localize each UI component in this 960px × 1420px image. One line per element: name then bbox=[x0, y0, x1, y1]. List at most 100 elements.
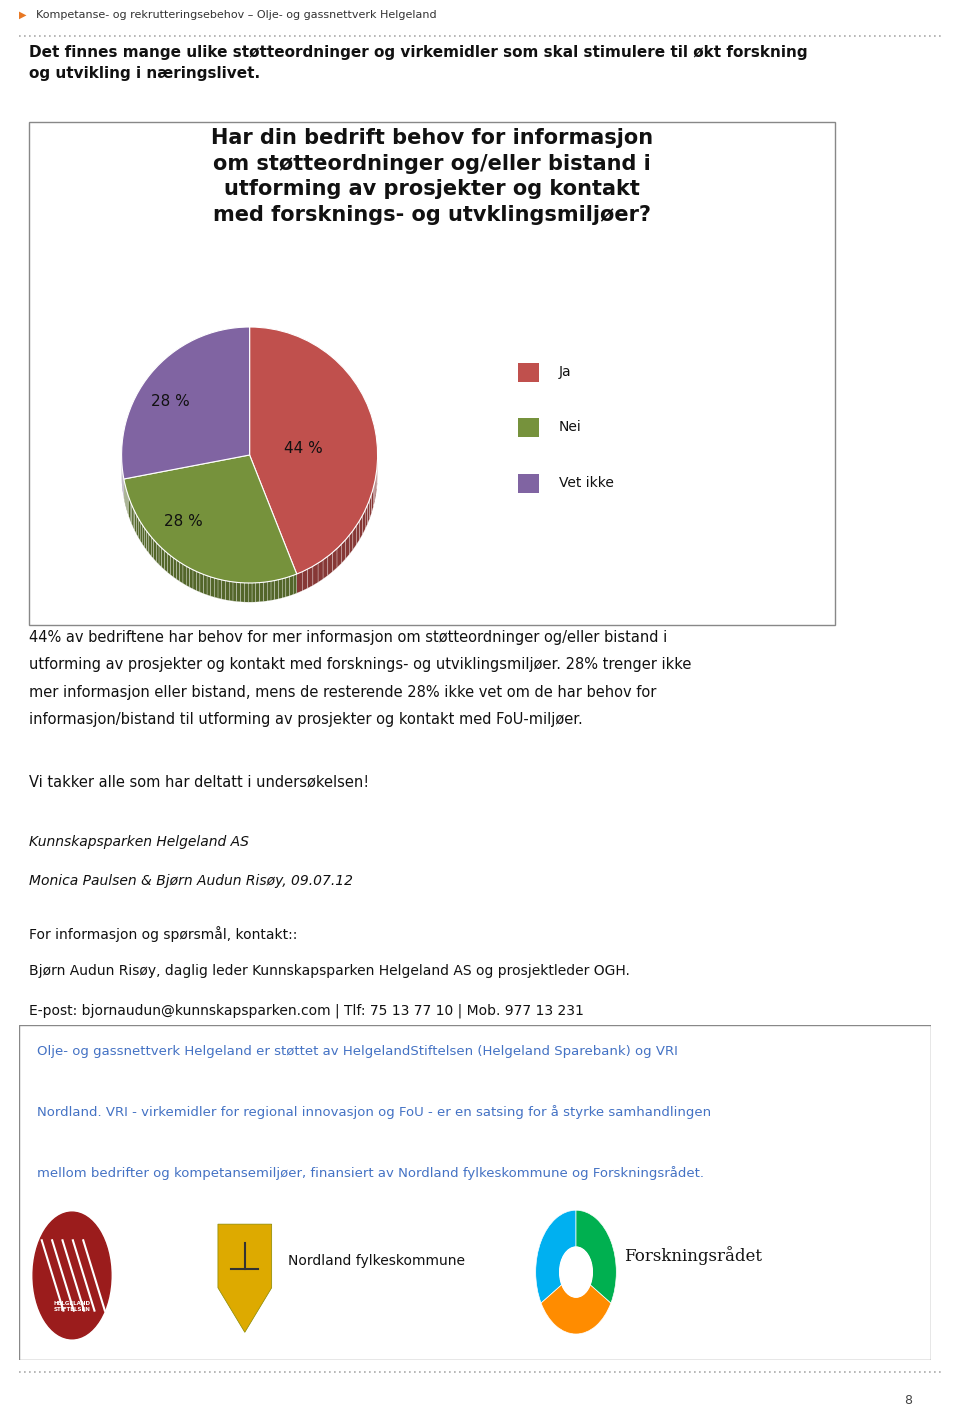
PathPatch shape bbox=[136, 515, 138, 537]
Text: Ja: Ja bbox=[559, 365, 571, 379]
PathPatch shape bbox=[142, 525, 144, 547]
Wedge shape bbox=[124, 454, 297, 584]
PathPatch shape bbox=[149, 534, 152, 557]
PathPatch shape bbox=[144, 528, 147, 550]
Text: Har din bedrift behov for informasjon
om støtteordninger og/eller bistand i
utfo: Har din bedrift behov for informasjon om… bbox=[211, 128, 653, 224]
PathPatch shape bbox=[132, 504, 133, 527]
PathPatch shape bbox=[275, 579, 278, 599]
PathPatch shape bbox=[245, 582, 249, 602]
PathPatch shape bbox=[324, 557, 328, 579]
PathPatch shape bbox=[193, 569, 197, 591]
PathPatch shape bbox=[318, 559, 324, 582]
Text: 8: 8 bbox=[904, 1393, 912, 1407]
PathPatch shape bbox=[171, 555, 174, 577]
PathPatch shape bbox=[222, 579, 226, 599]
PathPatch shape bbox=[140, 521, 142, 544]
PathPatch shape bbox=[363, 510, 365, 534]
Circle shape bbox=[33, 1213, 110, 1339]
PathPatch shape bbox=[162, 548, 164, 569]
Text: Monica Paulsen & Bjørn Audun Risøy, 09.07.12: Monica Paulsen & Bjørn Audun Risøy, 09.0… bbox=[29, 873, 353, 888]
PathPatch shape bbox=[177, 559, 180, 581]
PathPatch shape bbox=[138, 518, 140, 541]
PathPatch shape bbox=[207, 575, 210, 596]
Text: Kompetanse- og rekrutteringsebehov – Olje- og gassnettverk Helgeland: Kompetanse- og rekrutteringsebehov – Olj… bbox=[36, 10, 437, 20]
Bar bbox=[518, 474, 539, 493]
Text: 28 %: 28 % bbox=[151, 393, 190, 409]
PathPatch shape bbox=[271, 581, 275, 601]
PathPatch shape bbox=[167, 554, 171, 575]
PathPatch shape bbox=[237, 582, 241, 602]
PathPatch shape bbox=[241, 582, 245, 602]
PathPatch shape bbox=[356, 521, 360, 545]
Wedge shape bbox=[536, 1210, 576, 1304]
PathPatch shape bbox=[134, 511, 136, 534]
Text: E-post: bjornaudun@kunnskapsparken.com | Tlf: 75 13 77 10 | Mob. 977 13 231: E-post: bjornaudun@kunnskapsparken.com |… bbox=[29, 1003, 584, 1018]
Text: ▶: ▶ bbox=[19, 10, 27, 20]
Wedge shape bbox=[122, 327, 250, 479]
Wedge shape bbox=[541, 1285, 611, 1333]
PathPatch shape bbox=[373, 481, 374, 507]
PathPatch shape bbox=[328, 552, 332, 575]
PathPatch shape bbox=[249, 584, 252, 602]
PathPatch shape bbox=[147, 531, 149, 554]
PathPatch shape bbox=[156, 542, 159, 565]
Polygon shape bbox=[218, 1224, 272, 1332]
Text: Det finnes mange ulike støtteordninger og virkemidler som skal stimulere til økt: Det finnes mange ulike støtteordninger o… bbox=[29, 45, 807, 81]
Wedge shape bbox=[124, 454, 297, 584]
Wedge shape bbox=[250, 327, 377, 574]
Text: utforming av prosjekter og kontakt med forsknings- og utviklingsmiljøer. 28% tre: utforming av prosjekter og kontakt med f… bbox=[29, 657, 691, 673]
PathPatch shape bbox=[152, 537, 154, 559]
PathPatch shape bbox=[131, 501, 132, 524]
PathPatch shape bbox=[293, 574, 297, 595]
PathPatch shape bbox=[190, 568, 193, 589]
PathPatch shape bbox=[133, 508, 134, 531]
Wedge shape bbox=[122, 327, 250, 479]
PathPatch shape bbox=[346, 535, 349, 559]
PathPatch shape bbox=[200, 574, 204, 594]
PathPatch shape bbox=[365, 504, 368, 530]
PathPatch shape bbox=[374, 476, 376, 501]
Text: 44 %: 44 % bbox=[284, 442, 323, 456]
PathPatch shape bbox=[337, 544, 342, 568]
PathPatch shape bbox=[370, 493, 372, 518]
PathPatch shape bbox=[218, 579, 222, 599]
PathPatch shape bbox=[126, 487, 127, 510]
PathPatch shape bbox=[159, 545, 162, 568]
PathPatch shape bbox=[226, 581, 229, 601]
PathPatch shape bbox=[263, 582, 267, 602]
PathPatch shape bbox=[360, 515, 363, 540]
PathPatch shape bbox=[286, 577, 290, 596]
PathPatch shape bbox=[267, 581, 271, 601]
PathPatch shape bbox=[210, 577, 214, 598]
PathPatch shape bbox=[233, 582, 237, 602]
PathPatch shape bbox=[229, 581, 233, 601]
Text: 28 %: 28 % bbox=[163, 514, 203, 530]
PathPatch shape bbox=[154, 540, 156, 562]
PathPatch shape bbox=[368, 498, 370, 524]
Text: Vet ikke: Vet ikke bbox=[559, 476, 613, 490]
PathPatch shape bbox=[332, 548, 337, 572]
Text: Bjørn Audun Risøy, daglig leder Kunnskapsparken Helgeland AS og prosjektleder OG: Bjørn Audun Risøy, daglig leder Kunnskap… bbox=[29, 964, 630, 978]
Text: Forskningsrådet: Forskningsrådet bbox=[624, 1245, 762, 1265]
PathPatch shape bbox=[127, 490, 128, 513]
Text: 44% av bedriftene har behov for mer informasjon om støtteordninger og/eller bist: 44% av bedriftene har behov for mer info… bbox=[29, 630, 667, 645]
PathPatch shape bbox=[256, 582, 259, 602]
Wedge shape bbox=[250, 327, 377, 574]
PathPatch shape bbox=[278, 579, 282, 599]
PathPatch shape bbox=[302, 569, 307, 591]
PathPatch shape bbox=[129, 497, 131, 520]
PathPatch shape bbox=[297, 572, 302, 594]
Text: Nordland. VRI - virkemidler for regional innovasjon og FoU - er en satsing for å: Nordland. VRI - virkemidler for regional… bbox=[37, 1105, 711, 1119]
Text: Nei: Nei bbox=[559, 419, 582, 433]
Text: Kunnskapsparken Helgeland AS: Kunnskapsparken Helgeland AS bbox=[29, 835, 249, 849]
Text: mer informasjon eller bistand, mens de resterende 28% ikke vet om de har behov f: mer informasjon eller bistand, mens de r… bbox=[29, 684, 657, 700]
PathPatch shape bbox=[282, 578, 286, 598]
PathPatch shape bbox=[214, 578, 218, 598]
PathPatch shape bbox=[204, 575, 207, 595]
PathPatch shape bbox=[180, 562, 183, 584]
Text: Vi takker alle som har deltatt i undersøkelsen!: Vi takker alle som har deltatt i undersø… bbox=[29, 774, 369, 790]
Text: mellom bedrifter og kompetansemiljøer, finansiert av Nordland fylkeskommune og F: mellom bedrifter og kompetansemiljøer, f… bbox=[37, 1166, 705, 1180]
PathPatch shape bbox=[186, 567, 190, 588]
Wedge shape bbox=[576, 1210, 616, 1304]
PathPatch shape bbox=[197, 571, 200, 592]
